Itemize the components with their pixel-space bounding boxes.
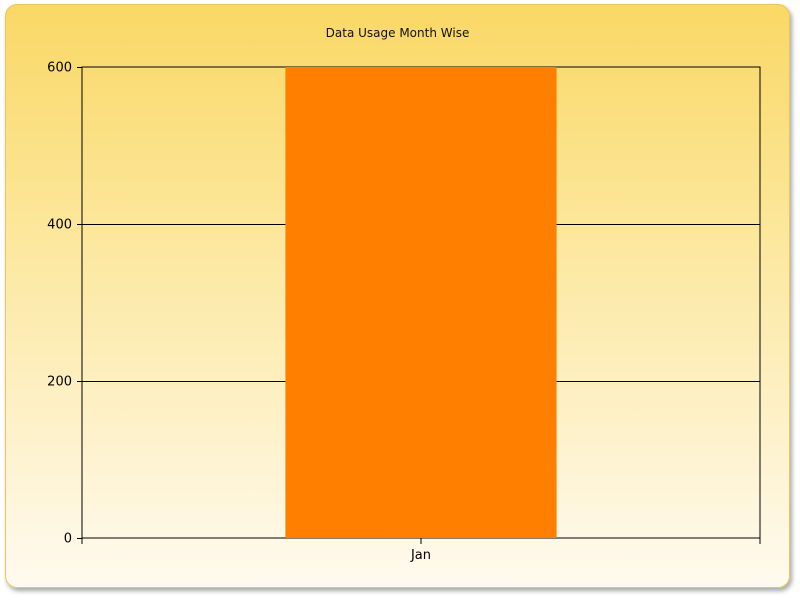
- chart-title: Data Usage Month Wise: [325, 26, 470, 40]
- y-tick-label-200: 200: [47, 375, 72, 390]
- bar-jan: [285, 67, 557, 538]
- x-tick-label-jan: Jan: [410, 548, 431, 563]
- y-tick-label-0: 0: [64, 532, 72, 547]
- y-tick-label-600: 600: [47, 61, 72, 76]
- y-tick-label-400: 400: [47, 218, 72, 233]
